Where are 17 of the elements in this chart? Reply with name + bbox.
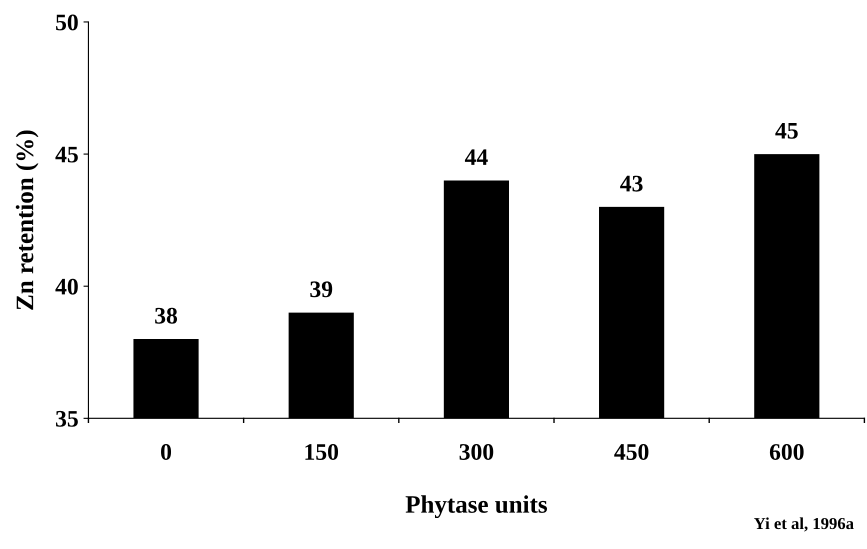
y-tick-label: 35 [56,410,78,427]
text: Yi et al, 1996a [754,517,854,532]
x-axis-title: Phytase units [406,495,547,518]
x-tick-label: 0 [161,444,172,460]
data-label: 43 [620,176,643,192]
x-tick-label: 450 [614,444,648,460]
y-tick-label: 45 [55,146,78,163]
x-tick-label: 150 [305,444,338,460]
data-label: 45 [775,122,798,139]
x-tick-label: 300 [460,444,494,460]
x-tick-label: 600 [770,444,804,460]
y-axis-title: Zn retention (%) [16,130,38,310]
data-label: 38 [155,308,178,324]
data-label: 44 [464,149,488,165]
y-tick-label: 40 [55,278,78,295]
y-tick-label: 50 [56,14,78,30]
data-label: 39 [310,281,332,298]
